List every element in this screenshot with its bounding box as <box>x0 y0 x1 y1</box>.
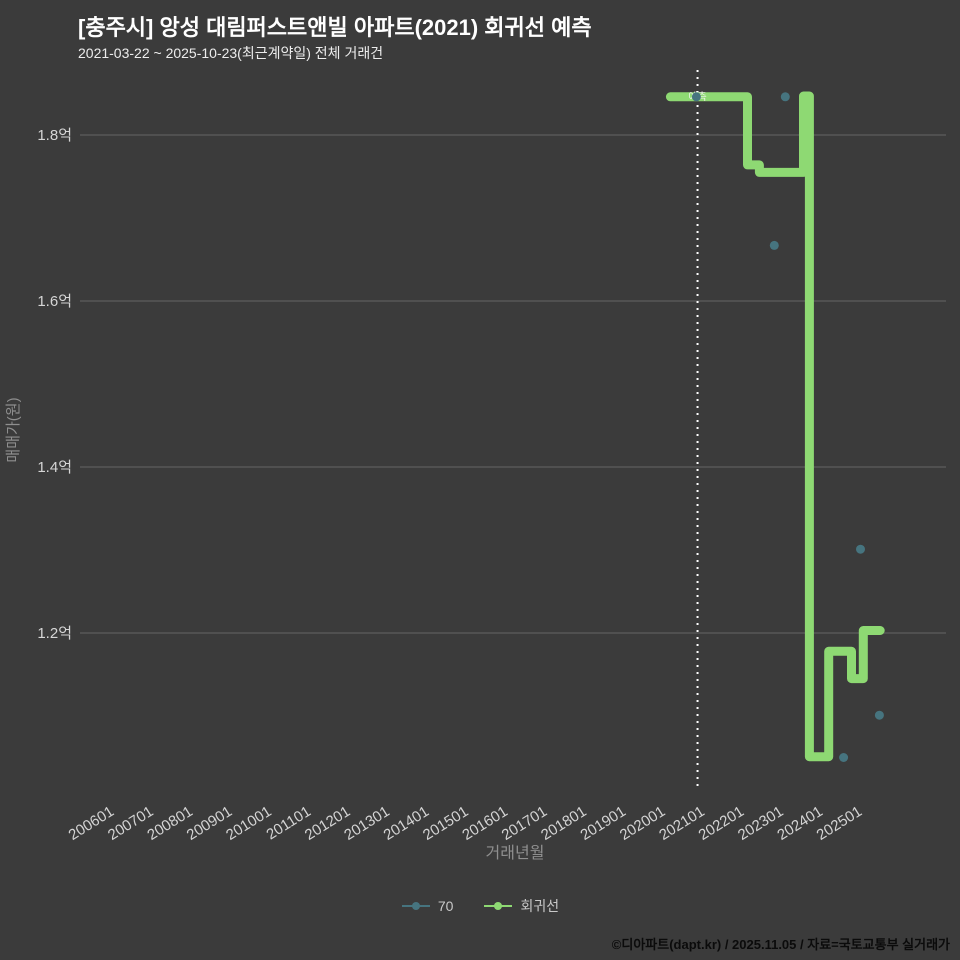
regression-line <box>665 91 885 762</box>
copyright-text: ©디아파트(dapt.kr) / 2025.11.05 / 자료=국토교통부 실… <box>611 937 950 952</box>
chart-legend: 70 회귀선 <box>0 896 960 916</box>
y-tick-label: 1.8억 <box>37 127 72 144</box>
chart-subtitle: 2021-03-22 ~ 2025-10-23(최근계약일) 전체 거래건 <box>78 45 384 61</box>
x-tick-label: 201001 <box>223 803 274 844</box>
x-tick-label: 202501 <box>814 803 865 844</box>
data-point-70 <box>691 92 701 102</box>
data-point-70 <box>769 240 779 250</box>
x-axis-title: 거래년월 <box>486 844 545 862</box>
legend-label-70: 70 <box>437 898 454 914</box>
y-tick-label: 1.2억 <box>37 625 72 642</box>
y-tick-label: 1.6억 <box>37 293 72 310</box>
data-point-70 <box>856 544 865 554</box>
legend-marker-70-icon <box>401 902 430 910</box>
legend-item-regression: 회귀선 <box>483 896 559 916</box>
legend-marker-regression-icon <box>484 902 513 910</box>
data-point-70 <box>839 753 849 762</box>
legend-marker-dot <box>494 902 503 910</box>
legend-item-70: 70 <box>401 898 454 914</box>
legend-label-regression: 회귀선 <box>520 898 560 914</box>
data-point-70 <box>780 92 790 102</box>
y-tick-label: 1.4억 <box>37 459 72 476</box>
legend-marker-dot <box>411 902 420 910</box>
y-axis-title: 매매가(원) <box>5 397 22 462</box>
data-point-70 <box>874 710 884 720</box>
chart-title: [충주시] 앙성 대림퍼스트앤빌 아파트(2021) 회귀선 예측 <box>78 15 592 40</box>
